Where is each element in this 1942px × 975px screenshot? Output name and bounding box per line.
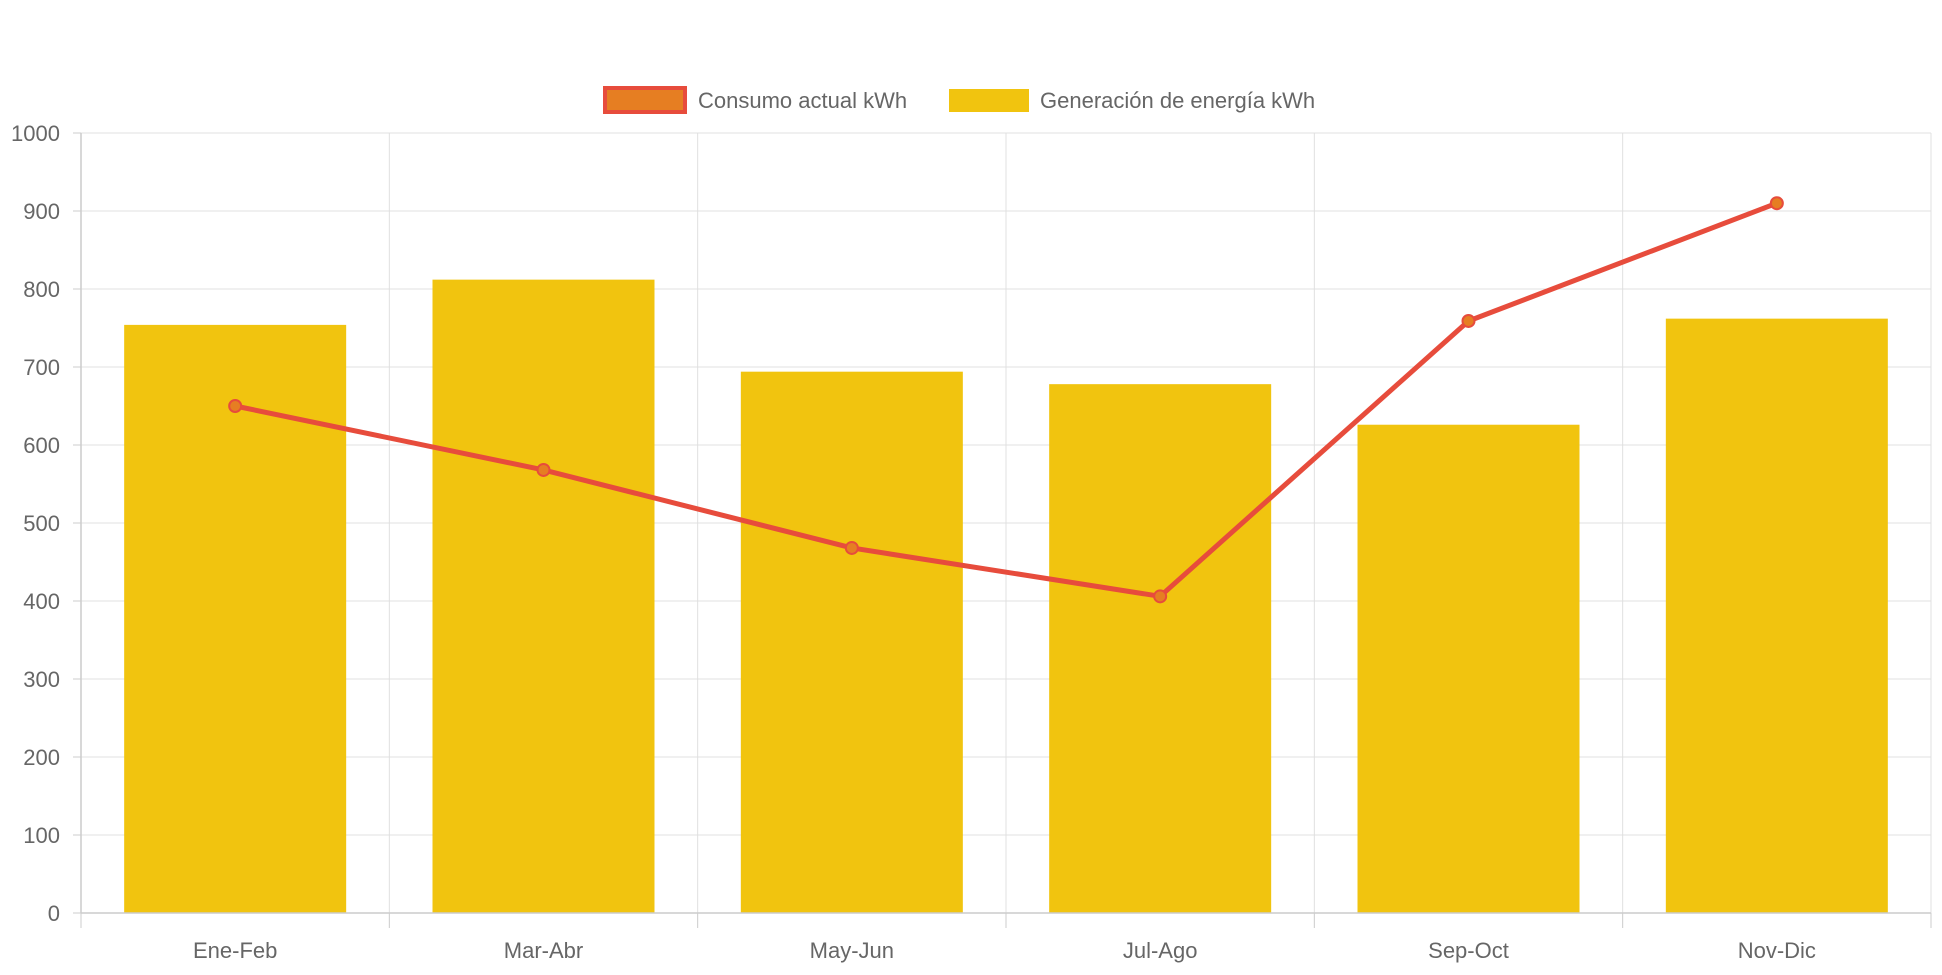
line-consumo — [232, 200, 1780, 599]
y-tick-label: 700 — [23, 355, 60, 380]
line-series-consumo — [228, 196, 1784, 604]
x-tick-label: Ene-Feb — [193, 938, 277, 963]
x-axis: Ene-Feb Mar-Abr May-Jun Jul-Ago Sep-Oct Nov-D… — [80, 912, 1932, 963]
point-consumo — [536, 462, 551, 477]
legend-swatch-generacion — [949, 89, 1029, 112]
x-tick-label: Mar-Abr — [504, 938, 583, 963]
y-tick-label: 800 — [23, 277, 60, 302]
legend: Consumo actual kWh Generación de energía… — [603, 86, 1315, 114]
legend-item-generacion[interactable]: Generación de energía kWh — [949, 88, 1315, 113]
legend-swatch-consumo — [603, 86, 687, 114]
y-tick-label: 0 — [48, 901, 60, 926]
y-tick-label: 600 — [23, 433, 60, 458]
x-tick-label: Nov-Dic — [1738, 938, 1816, 963]
y-tick-label: 200 — [23, 745, 60, 770]
point-consumo — [228, 399, 243, 413]
point-consumo — [1153, 589, 1168, 604]
bar-generacion — [124, 324, 347, 913]
x-tick-label: Sep-Oct — [1428, 938, 1509, 963]
y-tick-label: 500 — [23, 511, 60, 536]
x-tick-label: May-Jun — [810, 938, 894, 963]
bar-generacion — [1665, 318, 1888, 913]
bar-generacion — [740, 371, 963, 913]
bar-generacion — [1357, 424, 1580, 913]
legend-label-consumo: Consumo actual kWh — [698, 88, 907, 113]
x-tick-label: Jul-Ago — [1123, 938, 1198, 963]
y-tick-label: 400 — [23, 589, 60, 614]
y-tick-label: 1000 — [11, 121, 60, 146]
legend-item-consumo[interactable]: Consumo actual kWh — [603, 86, 907, 114]
bar-generacion — [1049, 384, 1272, 913]
point-consumo — [1461, 313, 1476, 328]
y-axis: 0 100 200 300 400 500 600 700 800 900 1000 — [11, 121, 82, 926]
y-tick-label: 900 — [23, 199, 60, 224]
bar-generacion — [432, 279, 655, 913]
point-consumo — [1769, 196, 1784, 211]
y-tick-label: 100 — [23, 823, 60, 848]
point-consumo — [844, 540, 859, 555]
legend-label-generacion: Generación de energía kWh — [1040, 88, 1315, 113]
bar-series-generacion — [124, 279, 1888, 913]
y-tick-label: 300 — [23, 667, 60, 692]
